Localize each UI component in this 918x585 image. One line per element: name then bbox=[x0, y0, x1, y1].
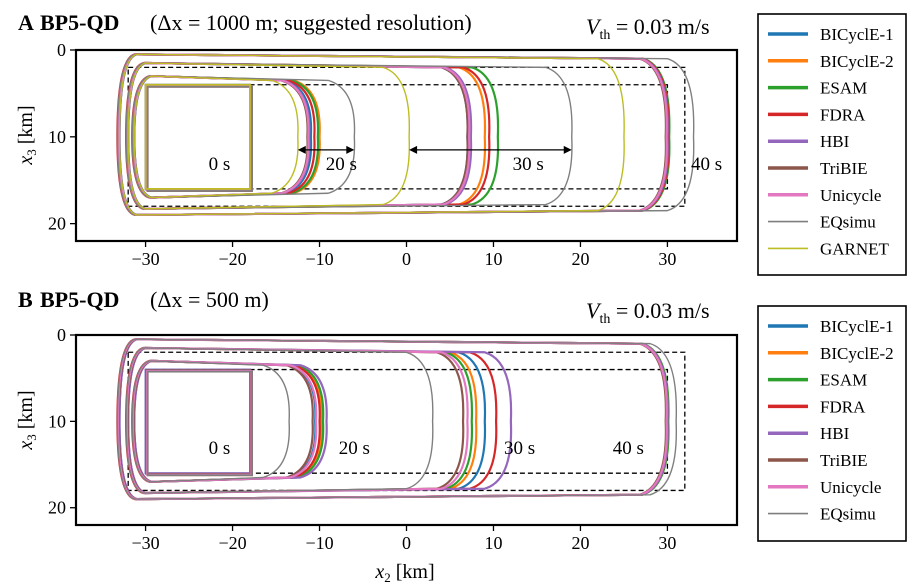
front-20s bbox=[132, 76, 354, 198]
time-label: 30 s bbox=[513, 154, 544, 175]
time-label: 40 s bbox=[613, 438, 644, 459]
front-0s bbox=[147, 371, 251, 475]
legend-label: GARNET bbox=[820, 239, 890, 258]
front-0s bbox=[146, 85, 250, 189]
front-0s bbox=[148, 372, 252, 476]
panel-b-ylabel: x3 [km] bbox=[15, 390, 39, 450]
x-tick-label: −30 bbox=[132, 533, 160, 553]
front-0s bbox=[146, 85, 250, 189]
panel-a-letter: A bbox=[18, 10, 34, 35]
x-tick-label: −10 bbox=[305, 533, 333, 553]
front-0s bbox=[147, 86, 251, 190]
time-label: 40 s bbox=[691, 154, 722, 175]
x-tick-label: −20 bbox=[218, 249, 246, 269]
dashed-box-0 bbox=[128, 352, 685, 490]
front-20s bbox=[134, 361, 315, 482]
panel-b-letter: B bbox=[18, 287, 33, 312]
x-axis-label: x2 [km] bbox=[374, 561, 434, 585]
front-20s bbox=[134, 76, 309, 198]
front-0s bbox=[146, 370, 250, 474]
front-20s bbox=[134, 361, 326, 482]
x-tick-label: 10 bbox=[484, 249, 502, 269]
front-20s bbox=[134, 76, 311, 198]
legend-label: FDRA bbox=[820, 397, 866, 416]
x-tick-label: 20 bbox=[571, 249, 589, 269]
legend-label: ESAM bbox=[820, 79, 867, 98]
legend-label: ESAM bbox=[820, 371, 867, 390]
panel-a-legend: BICyclE-1 BICyclE-2 ESAM FDRA HBI TriBIE Unicy… bbox=[758, 14, 906, 275]
legend-label: BICyclE-1 bbox=[820, 25, 894, 44]
front-0s bbox=[148, 87, 252, 191]
front-20s bbox=[132, 361, 289, 482]
front-20s bbox=[134, 361, 313, 482]
front-0s bbox=[148, 372, 252, 476]
front-0s bbox=[146, 85, 250, 189]
front-0s bbox=[146, 85, 250, 189]
legend-label: BICyclE-1 bbox=[820, 317, 894, 336]
front-20s bbox=[134, 76, 298, 198]
legend-label: EQsimu bbox=[820, 505, 876, 524]
x-tick-label: −10 bbox=[305, 249, 333, 269]
x-tick-label: 30 bbox=[658, 249, 676, 269]
time-label: 0 s bbox=[209, 154, 231, 175]
panel-b-title-bold: BP5-QD bbox=[40, 287, 119, 312]
panel-a-ylabel: x3 [km] bbox=[15, 105, 39, 165]
panel-a-threshold: Vth = 0.03 m/s bbox=[586, 14, 710, 43]
front-0s bbox=[146, 85, 250, 189]
legend-label: EQsimu bbox=[820, 213, 876, 232]
y-tick-label: 0 bbox=[57, 40, 66, 60]
legend-label: Unicycle bbox=[820, 478, 881, 497]
legend-label: HBI bbox=[820, 132, 850, 151]
panel-b-legend: BICyclE-1 BICyclE-2 ESAM FDRA HBI TriBIE Unicy… bbox=[758, 306, 906, 541]
y-tick-label: 0 bbox=[57, 325, 66, 345]
legend-label: Unicycle bbox=[820, 186, 881, 205]
front-0s bbox=[146, 370, 250, 474]
time-label: 20 s bbox=[339, 438, 370, 459]
panel-a-title-rest: (Δx = 1000 m; suggested resolution) bbox=[150, 10, 472, 35]
front-20s bbox=[132, 76, 314, 198]
legend-label: BICyclE-2 bbox=[820, 52, 894, 71]
legend-label: TriBIE bbox=[820, 159, 868, 178]
x-tick-label: 0 bbox=[402, 249, 411, 269]
front-0s bbox=[146, 370, 250, 474]
front-20s bbox=[133, 76, 309, 198]
front-20s bbox=[134, 76, 320, 198]
front-0s bbox=[147, 371, 251, 475]
legend-label: BICyclE-2 bbox=[820, 344, 894, 363]
time-label: 0 s bbox=[209, 438, 231, 459]
time-label: 20 s bbox=[326, 154, 357, 175]
y-tick-label: 20 bbox=[48, 498, 66, 518]
legend-label: HBI bbox=[820, 424, 850, 443]
front-20s bbox=[133, 361, 323, 482]
time-label: 30 s bbox=[504, 438, 535, 459]
front-20s bbox=[134, 76, 308, 198]
x-tick-label: 30 bbox=[658, 533, 676, 553]
legend-label: FDRA bbox=[820, 105, 866, 124]
x-tick-label: 10 bbox=[484, 533, 502, 553]
legend-label: TriBIE bbox=[820, 451, 868, 470]
front-0s bbox=[146, 370, 250, 474]
x-tick-label: −30 bbox=[132, 249, 160, 269]
series-eqsimu bbox=[117, 339, 676, 499]
panel-b-plot: 0 s 20 s 30 s 40 s −30 −20 −10 0 10 20 30 0 10 20 bbox=[48, 325, 737, 553]
front-20s bbox=[132, 361, 320, 482]
x-tick-label: 0 bbox=[402, 533, 411, 553]
panel-b-title-rest: (Δx = 500 m) bbox=[150, 287, 269, 312]
panel-b-threshold: Vth = 0.03 m/s bbox=[586, 298, 710, 327]
x-tick-label: −20 bbox=[218, 533, 246, 553]
y-tick-label: 10 bbox=[48, 411, 66, 431]
front-0s bbox=[147, 86, 251, 190]
y-tick-label: 20 bbox=[48, 214, 66, 234]
front-0s bbox=[148, 87, 252, 191]
front-20s bbox=[134, 361, 322, 482]
dashed-box-0 bbox=[128, 67, 685, 206]
panel-a-plot: 0 s 20 s 30 s 40 s −30 −20 −10 0 10 20 30 0 10 20 bbox=[48, 40, 737, 269]
x-tick-label: 20 bbox=[571, 533, 589, 553]
y-tick-label: 10 bbox=[48, 127, 66, 147]
panel-a-title-bold: BP5-QD bbox=[40, 10, 119, 35]
